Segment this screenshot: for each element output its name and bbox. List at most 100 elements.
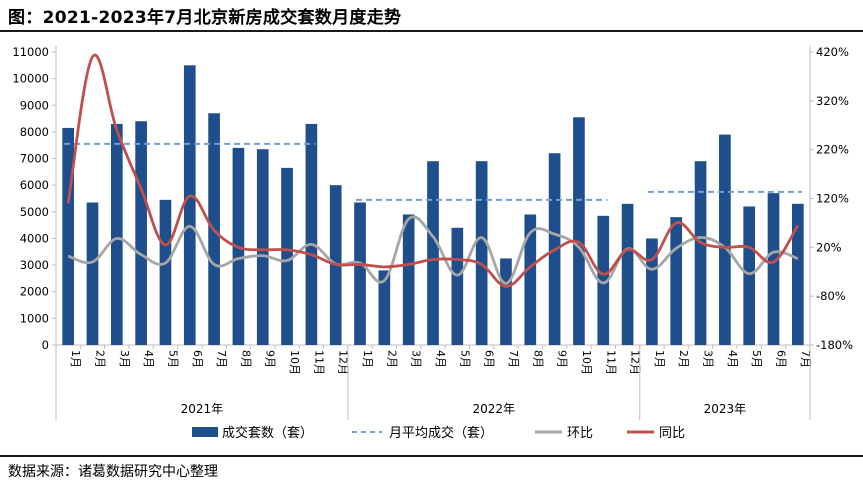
category-label: 11月 xyxy=(312,350,325,375)
category-label: 4月 xyxy=(142,350,155,368)
category-label: 3月 xyxy=(410,350,423,368)
category-label: 9月 xyxy=(556,350,569,368)
bar-19 xyxy=(524,214,537,345)
right-tick-label: 320% xyxy=(816,94,849,108)
year-group-labels: 2021年 2022年 2023年 xyxy=(55,345,811,420)
left-tick-label: 5000 xyxy=(20,205,49,219)
category-label: 6月 xyxy=(775,350,788,368)
bar-5 xyxy=(183,65,196,346)
bar-9 xyxy=(281,167,293,345)
bar-4 xyxy=(159,199,172,345)
bar-18 xyxy=(500,258,512,345)
category-label: 1月 xyxy=(653,350,666,368)
left-tick-label: 0 xyxy=(42,338,49,352)
category-label: 3月 xyxy=(702,350,715,368)
year-label: 2023年 xyxy=(704,402,747,416)
category-label: 9月 xyxy=(264,350,277,368)
bar-22 xyxy=(597,215,610,345)
bar-30 xyxy=(792,203,804,345)
legend-swatch-bars xyxy=(192,427,218,437)
legend-label-mom: 环比 xyxy=(567,426,593,441)
left-tick-label: 6000 xyxy=(20,178,49,192)
category-label: 7月 xyxy=(799,350,812,368)
category-label: 7月 xyxy=(215,350,228,368)
category-label: 11月 xyxy=(604,350,617,375)
category-label: 3月 xyxy=(118,350,131,368)
category-label: 1月 xyxy=(69,350,82,368)
right-tick-label: 220% xyxy=(816,143,849,157)
bar-23 xyxy=(621,203,634,345)
left-axis-ticks: 0 1000 2000 3000 4000 5000 6000 7000 8000 9000 100… xyxy=(12,45,56,352)
left-tick-label: 1000 xyxy=(20,311,49,325)
category-label: 8月 xyxy=(239,350,252,368)
bar-17 xyxy=(475,161,488,345)
left-tick-label: 2000 xyxy=(20,285,49,299)
category-label: 2月 xyxy=(677,350,690,368)
category-label: 10月 xyxy=(580,350,593,375)
title-rule xyxy=(0,30,863,32)
category-label: 6月 xyxy=(191,350,204,368)
legend-label-bars: 成交套数（套） xyxy=(222,425,313,441)
category-label: 7月 xyxy=(507,350,520,368)
category-label: 5月 xyxy=(166,350,179,368)
yoy-line xyxy=(66,53,800,288)
bar-10 xyxy=(305,123,318,345)
bar-1 xyxy=(86,202,99,345)
source-rule xyxy=(0,455,863,457)
line-series xyxy=(66,53,800,288)
left-tick-label: 9000 xyxy=(20,98,49,112)
legend-label-average: 月平均成交（套） xyxy=(389,425,493,441)
bar-28 xyxy=(743,206,756,345)
bar-24 xyxy=(646,238,658,345)
bar-8 xyxy=(256,149,269,345)
category-label: 2月 xyxy=(385,350,398,368)
right-tick-label: 20% xyxy=(816,240,842,254)
bar-3 xyxy=(135,121,147,345)
category-label: 6月 xyxy=(483,350,496,368)
category-label: 12月 xyxy=(629,350,642,375)
category-label: 5月 xyxy=(458,350,471,368)
monthly-average-series xyxy=(64,142,802,201)
bar-15 xyxy=(427,161,439,345)
left-tick-label: 8000 xyxy=(20,125,49,139)
right-tick-label: -180% xyxy=(816,338,853,352)
figure-title: 图：2021-2023年7月北京新房成交套数月度走势 xyxy=(8,8,402,28)
bar-21 xyxy=(573,117,585,345)
category-label: 12月 xyxy=(337,350,350,375)
bar-12 xyxy=(354,202,366,345)
legend: 成交套数（套） 月平均成交（套） 环比 同比 xyxy=(192,425,685,441)
left-tick-label: 3000 xyxy=(20,258,49,272)
left-tick-label: 11000 xyxy=(12,45,49,59)
bar-13 xyxy=(378,270,391,345)
right-axis-ticks: -180% -80% 20% 120% 220% 320% 420% xyxy=(810,45,853,352)
bar-0 xyxy=(62,127,74,345)
right-tick-label: -80% xyxy=(816,289,846,303)
left-tick-label: 7000 xyxy=(20,152,49,166)
bar-25 xyxy=(670,217,683,345)
category-label: 8月 xyxy=(531,350,544,368)
category-label: 10月 xyxy=(288,350,301,375)
bar-29 xyxy=(767,193,780,345)
bar-14 xyxy=(402,214,415,345)
left-tick-label: 4000 xyxy=(20,231,49,245)
figure-source: 数据来源：诸葛数据研究中心整理 xyxy=(8,464,218,480)
category-label: 1月 xyxy=(361,350,374,368)
bar-27 xyxy=(719,134,731,345)
bar-26 xyxy=(694,161,707,345)
mom-line xyxy=(67,215,799,285)
bar-16 xyxy=(451,227,464,345)
right-tick-label: 420% xyxy=(816,45,849,59)
category-label: 5月 xyxy=(750,350,763,368)
category-label: 2月 xyxy=(93,350,106,368)
right-tick-label: 120% xyxy=(816,192,849,206)
year-label: 2021年 xyxy=(181,402,224,416)
category-labels: 1月 2月 3月 4月 5月 6月 7月 8月 9月 10月 11月 12月 1月 2月 3月 4月 5月 6月 7… xyxy=(69,345,812,375)
left-tick-label: 10000 xyxy=(12,72,49,86)
legend-label-yoy: 同比 xyxy=(659,426,685,441)
year-label: 2022年 xyxy=(473,402,516,416)
category-label: 4月 xyxy=(726,350,739,368)
category-label: 4月 xyxy=(434,350,447,368)
bar-series xyxy=(62,65,804,346)
bar-2 xyxy=(110,123,123,345)
